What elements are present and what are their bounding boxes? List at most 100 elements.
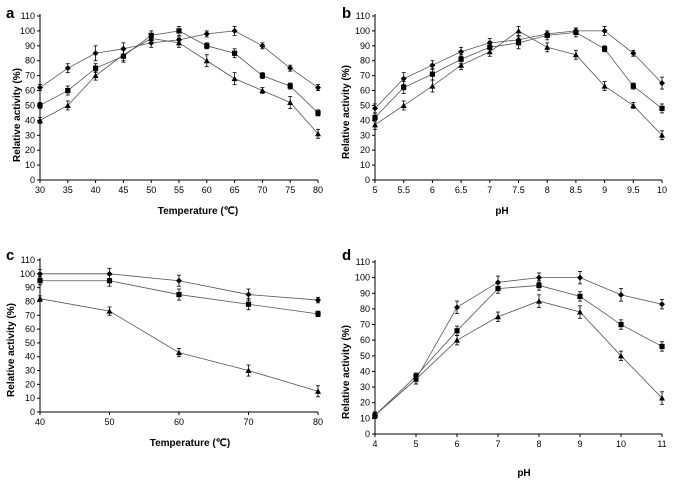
data-point-triangle <box>458 62 465 68</box>
data-point-triangle <box>176 39 182 46</box>
data-point-square <box>93 65 99 71</box>
data-point-square <box>544 32 550 38</box>
y-tick-label: 70 <box>360 320 370 330</box>
data-point-triangle <box>544 44 551 50</box>
y-axis-label: Relative activity (%) <box>341 325 352 419</box>
data-point-triangle <box>486 48 493 55</box>
data-point-square <box>515 40 522 46</box>
data-point-diamond <box>37 270 43 277</box>
x-tick-label: 55 <box>174 185 184 195</box>
data-point-square <box>372 114 378 120</box>
y-tick-label: 50 <box>25 338 35 348</box>
x-tick-label: 30 <box>35 185 45 195</box>
series-line-triangle <box>39 298 319 392</box>
series-line-diamond <box>374 277 663 416</box>
data-point-triangle <box>231 75 238 82</box>
y-tick-label: 70 <box>360 71 370 81</box>
panel-a: a Temperature (℃) Relative activity (%) … <box>6 5 323 217</box>
panel-label-d: d <box>342 247 351 264</box>
panel-label-a: a <box>6 5 15 22</box>
data-point-triangle <box>618 352 624 359</box>
y-tick-label: 10 <box>25 393 35 403</box>
y-tick-label: 90 <box>360 288 370 298</box>
data-point-triangle <box>572 51 579 58</box>
data-point-triangle <box>515 27 522 34</box>
data-point-triangle <box>372 121 378 128</box>
data-point-square <box>245 301 252 307</box>
data-point-diamond <box>176 277 182 284</box>
data-point-square <box>287 83 293 89</box>
panel-d: d pH Relative activity (%) 0 10 20 30 40 50 60… <box>341 247 667 479</box>
data-point-triangle <box>259 87 266 94</box>
data-point-diamond <box>231 27 238 34</box>
data-point-triangle <box>92 72 99 79</box>
data-point-square <box>37 278 43 284</box>
y-axis-label: Relative activity (%) <box>341 65 352 159</box>
data-point-diamond <box>601 27 608 34</box>
y-tick-label: 100 <box>20 26 35 36</box>
data-point-diamond <box>92 50 99 57</box>
data-point-triangle <box>148 35 155 41</box>
data-point-diamond <box>659 80 665 87</box>
data-point-triangle <box>429 83 436 89</box>
y-tick-label: 0 <box>365 429 370 439</box>
y-tick-label: 60 <box>25 324 35 334</box>
data-point-diamond <box>458 48 465 55</box>
data-point-square <box>495 285 501 292</box>
y-axis-label: Relative activity (%) <box>12 68 23 162</box>
y-tick-label: 70 <box>25 310 35 320</box>
data-point-triangle <box>106 308 113 314</box>
data-point-diamond <box>372 105 378 112</box>
data-point-triangle <box>659 132 665 138</box>
data-point-triangle <box>315 388 321 394</box>
panel-b: b pH Relative activity (%) 0 10 20 30 40 50 60… <box>341 5 667 217</box>
y-tick-label: 30 <box>25 130 35 140</box>
y-tick-label: 10 <box>360 160 370 170</box>
x-tick-label: 7.5 <box>512 185 525 195</box>
y-tick-label: 0 <box>30 407 35 417</box>
x-tick-label: 10 <box>657 185 667 195</box>
data-point-square <box>429 71 435 77</box>
y-tick-label: 40 <box>25 115 35 125</box>
series-line-triangle <box>374 300 663 416</box>
y-tick-label: 40 <box>25 352 35 362</box>
data-point-diamond <box>287 65 294 72</box>
x-tick-label: 6 <box>430 185 435 195</box>
y-tick-label: 110 <box>21 11 35 21</box>
data-point-diamond <box>659 301 665 308</box>
y-tick-label: 90 <box>25 41 35 51</box>
x-tick-label: 5 <box>413 439 418 449</box>
data-point-diamond <box>64 65 71 72</box>
data-point-square <box>315 110 321 116</box>
panel-label-c: c <box>6 247 14 264</box>
x-tick-label: 8.5 <box>570 185 583 195</box>
y-tick-label: 40 <box>360 366 370 376</box>
data-point-triangle <box>577 309 583 315</box>
data-point-square <box>454 328 460 334</box>
data-point-triangle <box>536 298 542 304</box>
x-tick-label: 50 <box>104 417 114 427</box>
data-point-triangle <box>454 337 460 343</box>
data-point-diamond <box>315 84 321 91</box>
data-point-square <box>577 293 583 299</box>
data-point-square <box>659 105 665 112</box>
x-tick-label: 40 <box>91 185 101 195</box>
y-tick-label: 10 <box>360 413 370 423</box>
x-tick-label: 65 <box>230 185 240 195</box>
y-tick-label: 60 <box>360 335 370 345</box>
y-tick-label: 110 <box>356 257 370 267</box>
x-tick-label: 9 <box>577 439 582 449</box>
x-tick-label: 5 <box>372 185 377 195</box>
y-tick-label: 110 <box>356 11 370 21</box>
data-point-square <box>602 46 608 52</box>
data-point-triangle <box>37 295 43 302</box>
data-point-square <box>315 311 321 317</box>
x-tick-label: 35 <box>63 185 73 195</box>
y-tick-label: 50 <box>25 100 35 110</box>
data-point-square <box>204 43 210 49</box>
y-tick-label: 40 <box>360 115 370 125</box>
y-tick-label: 80 <box>25 296 35 306</box>
y-tick-label: 30 <box>360 382 370 392</box>
y-tick-label: 0 <box>30 175 35 185</box>
